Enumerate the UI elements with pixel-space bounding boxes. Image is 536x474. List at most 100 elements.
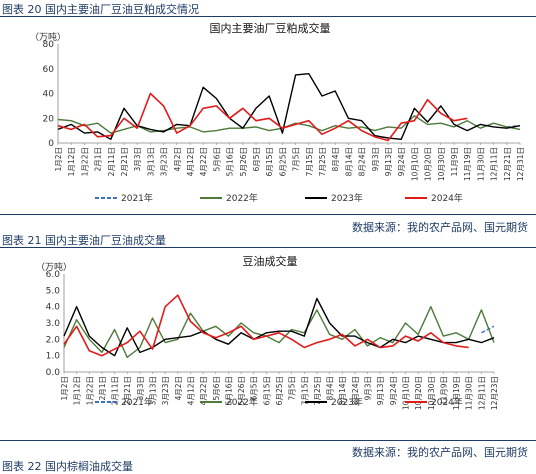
legend-label-2022: 2022年 bbox=[226, 396, 258, 408]
y-tick-label: 1.0 bbox=[46, 352, 61, 362]
x-tick-label: 6月15日 bbox=[265, 147, 274, 176]
x-tick-label: 6月15日 bbox=[262, 376, 271, 405]
x-tick-label: 3月13日 bbox=[146, 147, 155, 176]
x-tick-label: 2月11日 bbox=[107, 147, 116, 176]
x-tick-label: 1月2日 bbox=[60, 376, 69, 401]
x-tick-label: 1月22日 bbox=[85, 376, 94, 405]
legend-label-2021: 2021年 bbox=[121, 396, 153, 408]
chart-title: 国内主要油厂豆粕成交量 bbox=[210, 21, 331, 35]
separator-rule-2 bbox=[0, 440, 536, 441]
x-tick-label: 3月23日 bbox=[161, 376, 170, 405]
x-tick-label: 12月31日 bbox=[516, 147, 525, 181]
x-tick-label: 10月10日 bbox=[410, 147, 419, 181]
x-tick-label: 3月23日 bbox=[160, 147, 169, 176]
x-tick-label: 2月1日 bbox=[98, 376, 107, 401]
x-tick-label: 8月24日 bbox=[351, 376, 360, 405]
series-line-2021 bbox=[481, 325, 495, 334]
x-tick-label: 7月5日 bbox=[292, 147, 301, 172]
legend-label-2023: 2023年 bbox=[331, 192, 363, 204]
x-tick-label: 6月5日 bbox=[252, 147, 261, 172]
y-tick-label: 3.0 bbox=[46, 319, 61, 329]
unit-label: （万吨） bbox=[30, 31, 66, 43]
x-tick-label: 10月20日 bbox=[414, 376, 423, 410]
series-line-2024 bbox=[57, 92, 468, 142]
y-tick-label: 0.0 bbox=[46, 368, 61, 378]
x-tick-label: 6月25日 bbox=[275, 376, 284, 405]
x-tick-label: 5月16日 bbox=[224, 376, 233, 405]
caption-rule-middle bbox=[0, 247, 536, 248]
x-tick-label: 4月22日 bbox=[199, 147, 208, 176]
x-tick-label: 9月3日 bbox=[371, 147, 380, 172]
separator-rule bbox=[0, 214, 536, 215]
x-tick-label: 4月12日 bbox=[186, 147, 195, 176]
y-tick-label: 60 bbox=[43, 65, 55, 75]
x-tick-label: 11月19日 bbox=[463, 147, 472, 181]
series-line-2023 bbox=[57, 73, 521, 140]
x-tick-label: 2月1日 bbox=[94, 147, 103, 172]
x-tick-label: 10月20日 bbox=[424, 147, 433, 181]
x-tick-label: 9月3日 bbox=[364, 376, 373, 401]
x-tick-label: 4月2日 bbox=[174, 376, 183, 401]
source-note-2: 数据来源：我的农产品网、国元期货 bbox=[352, 446, 528, 459]
series-line-2023 bbox=[63, 297, 495, 357]
x-tick-label: 1月12日 bbox=[67, 147, 76, 176]
x-tick-label: 7月15日 bbox=[305, 147, 314, 176]
x-tick-label: 8月4日 bbox=[326, 376, 335, 401]
x-tick-label: 10月10日 bbox=[401, 376, 410, 410]
x-tick-label: 1月12日 bbox=[73, 376, 82, 405]
figure-21-caption: 图表 21 国内主要油厂豆油成交量 bbox=[2, 234, 166, 247]
legend-label-2024: 2024年 bbox=[431, 396, 463, 408]
x-tick-label: 9月24日 bbox=[389, 376, 398, 405]
x-tick-label: 11月9日 bbox=[439, 376, 448, 405]
x-tick-label: 4月12日 bbox=[186, 376, 195, 405]
x-tick-label: 7月25日 bbox=[318, 147, 327, 176]
x-tick-label: 2月21日 bbox=[120, 147, 129, 176]
x-tick-label: 8月4日 bbox=[331, 147, 340, 172]
x-tick-label: 1月22日 bbox=[80, 147, 89, 176]
y-tick-label: 5.0 bbox=[46, 286, 61, 296]
legend-label-2021: 2021年 bbox=[121, 192, 153, 204]
x-tick-label: 11月30日 bbox=[476, 147, 485, 181]
series-line-2024 bbox=[63, 294, 469, 357]
x-tick-label: 7月15日 bbox=[300, 376, 309, 405]
x-tick-label: 10月30日 bbox=[427, 376, 436, 410]
x-tick-label: 5月6日 bbox=[212, 147, 221, 172]
x-tick-label: 7月5日 bbox=[288, 376, 297, 401]
x-tick-label: 12月23日 bbox=[490, 376, 499, 410]
soymeal-deal-chart: 国内主要油厂豆粕成交量 （万吨） 0 20 40 60 80 1月2日 1月12日 1月22日 2月… bbox=[30, 21, 525, 204]
x-tick-label: 9月13日 bbox=[384, 147, 393, 176]
y-tick-label: 40 bbox=[43, 90, 55, 100]
x-tick-label: 7月25日 bbox=[313, 376, 322, 405]
legend-label-2023: 2023年 bbox=[331, 396, 363, 408]
x-tick-label: 3月3日 bbox=[133, 147, 142, 172]
x-tick-label: 8月14日 bbox=[344, 147, 353, 176]
x-tick-label: 6月25日 bbox=[278, 147, 287, 176]
x-tick-label: 8月24日 bbox=[358, 147, 367, 176]
figure-22-caption: 图表 22 国内棕榈油成交量 bbox=[2, 460, 133, 473]
x-tick-label: 9月24日 bbox=[397, 147, 406, 176]
x-tick-label: 11月19日 bbox=[452, 376, 461, 410]
x-tick-label: 8月14日 bbox=[338, 376, 347, 405]
y-tick-label: 80 bbox=[43, 40, 55, 50]
y-tick-label: 0 bbox=[48, 139, 54, 149]
y-tick-label: 20 bbox=[43, 114, 55, 124]
x-tick-label: 6月5日 bbox=[250, 376, 259, 401]
chart-title: 豆油成交量 bbox=[243, 254, 298, 268]
figure-20-caption: 图表 20 国内主要油厂豆油豆粕成交情况 bbox=[2, 3, 199, 16]
y-tick-label: 4.0 bbox=[46, 303, 61, 313]
x-tick-label: 5月16日 bbox=[226, 147, 235, 176]
x-tick-label: 12月11日 bbox=[490, 147, 499, 181]
x-tick-label: 2月21日 bbox=[123, 376, 132, 405]
x-tick-label: 1月2日 bbox=[54, 147, 63, 172]
x-tick-label: 5月26日 bbox=[237, 376, 246, 405]
series-line-2022 bbox=[63, 306, 495, 358]
caption-rule-top bbox=[0, 16, 536, 17]
x-tick-label: 2月11日 bbox=[111, 376, 120, 405]
source-note-1: 数据来源：我的农产品网、国元期货 bbox=[352, 221, 528, 234]
x-tick-label: 9月13日 bbox=[376, 376, 385, 405]
unit-label: （万吨） bbox=[36, 261, 72, 273]
y-tick-label: 2.0 bbox=[46, 335, 61, 345]
y-tick-label: 6.0 bbox=[46, 270, 61, 280]
x-tick-label: 10月30日 bbox=[437, 147, 446, 181]
